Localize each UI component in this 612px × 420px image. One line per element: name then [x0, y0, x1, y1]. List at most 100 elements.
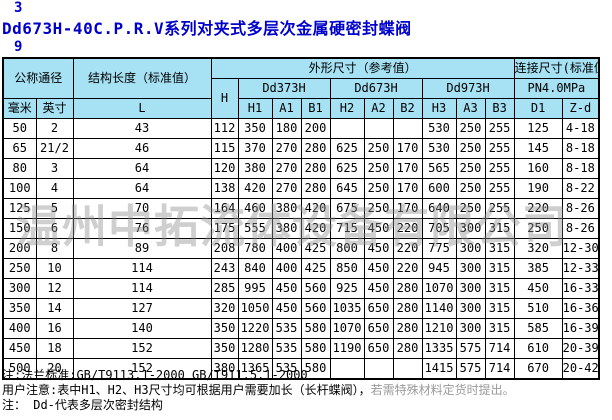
table-cell: 250	[2, 258, 37, 279]
table-cell: 250	[363, 138, 394, 159]
table-cell: 400	[2, 318, 37, 339]
header-H1: H1	[237, 98, 273, 119]
note-flange-standard: 注:法兰标准:GB/T9113.1-2000 GB/T911.5.1-2000	[2, 368, 308, 382]
table-cell: 43	[72, 118, 212, 139]
table-cell: 560	[300, 298, 331, 319]
table-cell: 715	[329, 218, 365, 239]
table-row: 400 16 140 350 1220 535 580 1070 650 280 1210 300 31…	[2, 318, 600, 339]
table-cell: 1140	[421, 298, 457, 319]
table-cell: 280	[300, 178, 331, 199]
header-pn: PN4.0MPa	[513, 78, 600, 99]
table-cell: 250	[455, 138, 486, 159]
table-cell: 315	[484, 318, 515, 339]
header-A3: A3	[455, 98, 486, 119]
table-cell: 8-26	[561, 198, 600, 219]
table-cell: 450	[363, 258, 394, 279]
table-cell: 1035	[329, 298, 365, 319]
table-cell: 250	[363, 158, 394, 179]
table-cell: 350	[210, 338, 239, 359]
table-cell: 1070	[421, 278, 457, 299]
table-cell: 450	[363, 278, 394, 299]
table-cell: 125	[2, 198, 37, 219]
table-cell: 350	[210, 318, 239, 339]
table-cell: 650	[363, 318, 394, 339]
header-D1: D1	[513, 98, 563, 119]
header-H: H	[210, 78, 239, 119]
table-cell: 530	[421, 138, 457, 159]
table-cell: 380	[237, 158, 273, 179]
table-cell: 20-42	[561, 358, 600, 380]
header-outline-dimensions: 外形尺寸（参考值）	[210, 57, 515, 79]
table-cell: 140	[72, 318, 212, 339]
table-cell: 300	[455, 238, 486, 259]
table-cell: 850	[329, 258, 365, 279]
header-row-1: 公称通径 结构长度（标准值） 外形尺寸（参考值） 连接尺寸(标准值)	[2, 57, 600, 99]
table-cell: 250	[513, 218, 563, 239]
table-cell: 625	[329, 158, 365, 179]
table-cell: 16-33	[561, 278, 600, 299]
table-cell: 4	[35, 178, 74, 199]
table-cell: 945	[421, 258, 457, 279]
header-B1: B1	[300, 98, 331, 119]
table-cell: 580	[300, 318, 331, 339]
table-cell: 995	[237, 278, 273, 299]
table-cell: 138	[210, 178, 239, 199]
table-cell	[329, 118, 365, 139]
table-cell: 535	[271, 318, 302, 339]
table-cell: 580	[300, 338, 331, 359]
table-cell: 220	[392, 238, 423, 259]
table-cell: 560	[300, 278, 331, 299]
header-Zd: Z-d	[561, 98, 600, 119]
table-row: 125 5 70 164 460 380 420 675 250 170 640 250 255 220 8…	[2, 198, 600, 219]
table-cell: 270	[271, 158, 302, 179]
table-cell: 1050	[237, 298, 273, 319]
header-B2: B2	[392, 98, 423, 119]
table-cell: 4-18	[561, 118, 600, 139]
table-cell: 243	[210, 258, 239, 279]
table-cell: 780	[237, 238, 273, 259]
table-cell: 2	[35, 118, 74, 139]
table-cell: 320	[513, 238, 563, 259]
table-cell: 200	[300, 118, 331, 139]
table-cell: 250	[455, 118, 486, 139]
table-row: 350 14 127 320 1050 450 560 1035 650 280 1140 300 31…	[2, 298, 600, 319]
table-cell: 100	[2, 178, 37, 199]
table-cell: 315	[484, 298, 515, 319]
note-user-notice-gray: 若需特殊材料定货时提出。	[370, 383, 515, 397]
valve-spec-table: 公称通径 结构长度（标准值） 外形尺寸（参考值） 连接尺寸(标准值) H Dd3…	[2, 57, 601, 380]
header-row-3: 毫米 英寸 L H1 A1 B1 H2 A2 B2 H3 A3 B3 D1 Z-…	[2, 98, 600, 119]
table-cell: 20-39	[561, 338, 600, 359]
header-structure-length: 结构长度（标准值）	[72, 57, 212, 99]
table-cell: 640	[421, 198, 457, 219]
table-cell: 315	[484, 258, 515, 279]
table-cell: 152	[72, 338, 212, 359]
table-cell: 114	[72, 258, 212, 279]
table-cell: 380	[210, 358, 239, 380]
note-dd-meaning: 注： Dd-代表多层次密封结构	[2, 398, 163, 412]
header-A1: A1	[271, 98, 302, 119]
table-cell: 180	[271, 118, 302, 139]
table-cell: 1210	[421, 318, 457, 339]
table-cell: 1335	[421, 338, 457, 359]
table-cell: 650	[363, 298, 394, 319]
table-cell: 450	[2, 338, 37, 359]
table-cell: 170	[392, 138, 423, 159]
table-cell: 714	[484, 358, 515, 380]
table-cell: 315	[484, 278, 515, 299]
table-cell: 255	[484, 158, 515, 179]
table-cell: 385	[513, 258, 563, 279]
table-cell: 800	[329, 238, 365, 259]
table-cell: 370	[237, 138, 273, 159]
table-row: 300 12 114 285 995 450 560 925 450 280 1070 300 315 4…	[2, 278, 600, 299]
table-cell: 450	[513, 278, 563, 299]
table-cell: 1415	[421, 358, 457, 380]
table-cell: 125	[513, 118, 563, 139]
table-cell: 450	[363, 238, 394, 259]
table-cell: 250	[363, 178, 394, 199]
table-row: 80 3 64 120 380 270 280 625 250 170 565 250 255 160 8-…	[2, 158, 600, 179]
table-cell	[363, 118, 394, 139]
table-cell: 8-18	[561, 138, 600, 159]
table-cell: 12-30	[561, 238, 600, 259]
table-cell: 190	[513, 178, 563, 199]
table-cell: 164	[210, 198, 239, 219]
